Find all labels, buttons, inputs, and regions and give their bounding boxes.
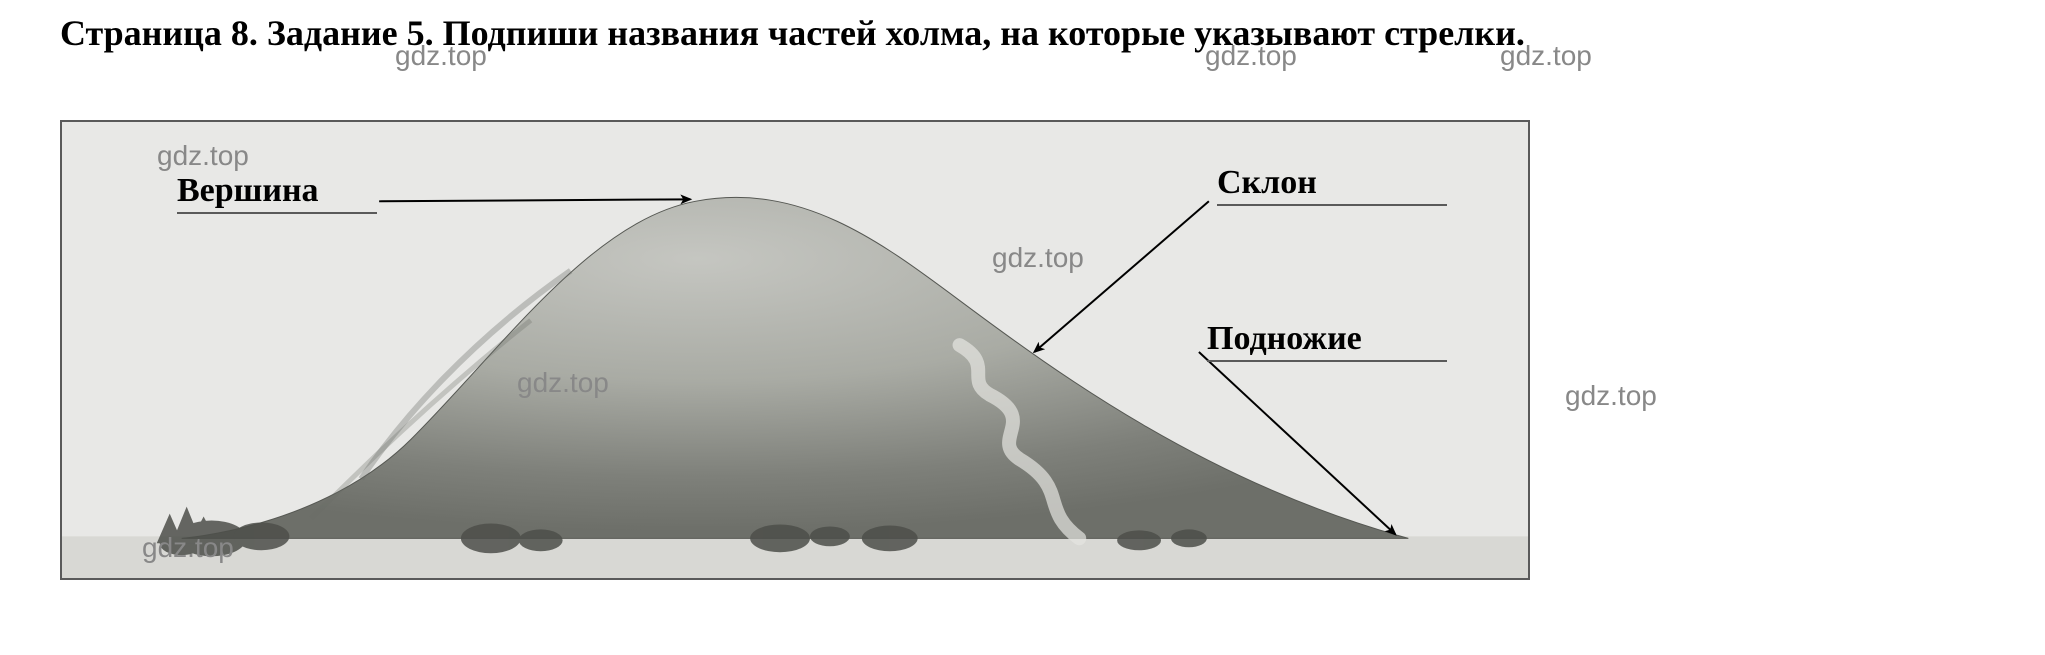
hill-diagram: Вершина Склон Подножие gdz.top gdz.top gdz.t… <box>60 120 1530 580</box>
arrow-0 <box>379 199 690 201</box>
task-header: Страница 8. Задание 5. Подпиши названия … <box>60 10 1985 57</box>
watermark: gdz.top <box>157 140 249 172</box>
watermark: gdz.top <box>1500 40 1592 72</box>
watermark: gdz.top <box>1205 40 1297 72</box>
hill-shape <box>182 197 1409 538</box>
watermark: gdz.top <box>1565 380 1657 412</box>
arrow-1 <box>1034 201 1209 352</box>
label-peak: Вершина <box>177 172 377 214</box>
watermark: gdz.top <box>992 242 1084 274</box>
watermark: gdz.top <box>395 40 487 72</box>
watermark: gdz.top <box>517 367 609 399</box>
label-foot: Подножие <box>1207 320 1447 362</box>
label-slope: Склон <box>1217 164 1447 206</box>
task-header-text: Страница 8. Задание 5. Подпиши названия … <box>60 13 1525 53</box>
watermark: gdz.top <box>142 532 234 564</box>
